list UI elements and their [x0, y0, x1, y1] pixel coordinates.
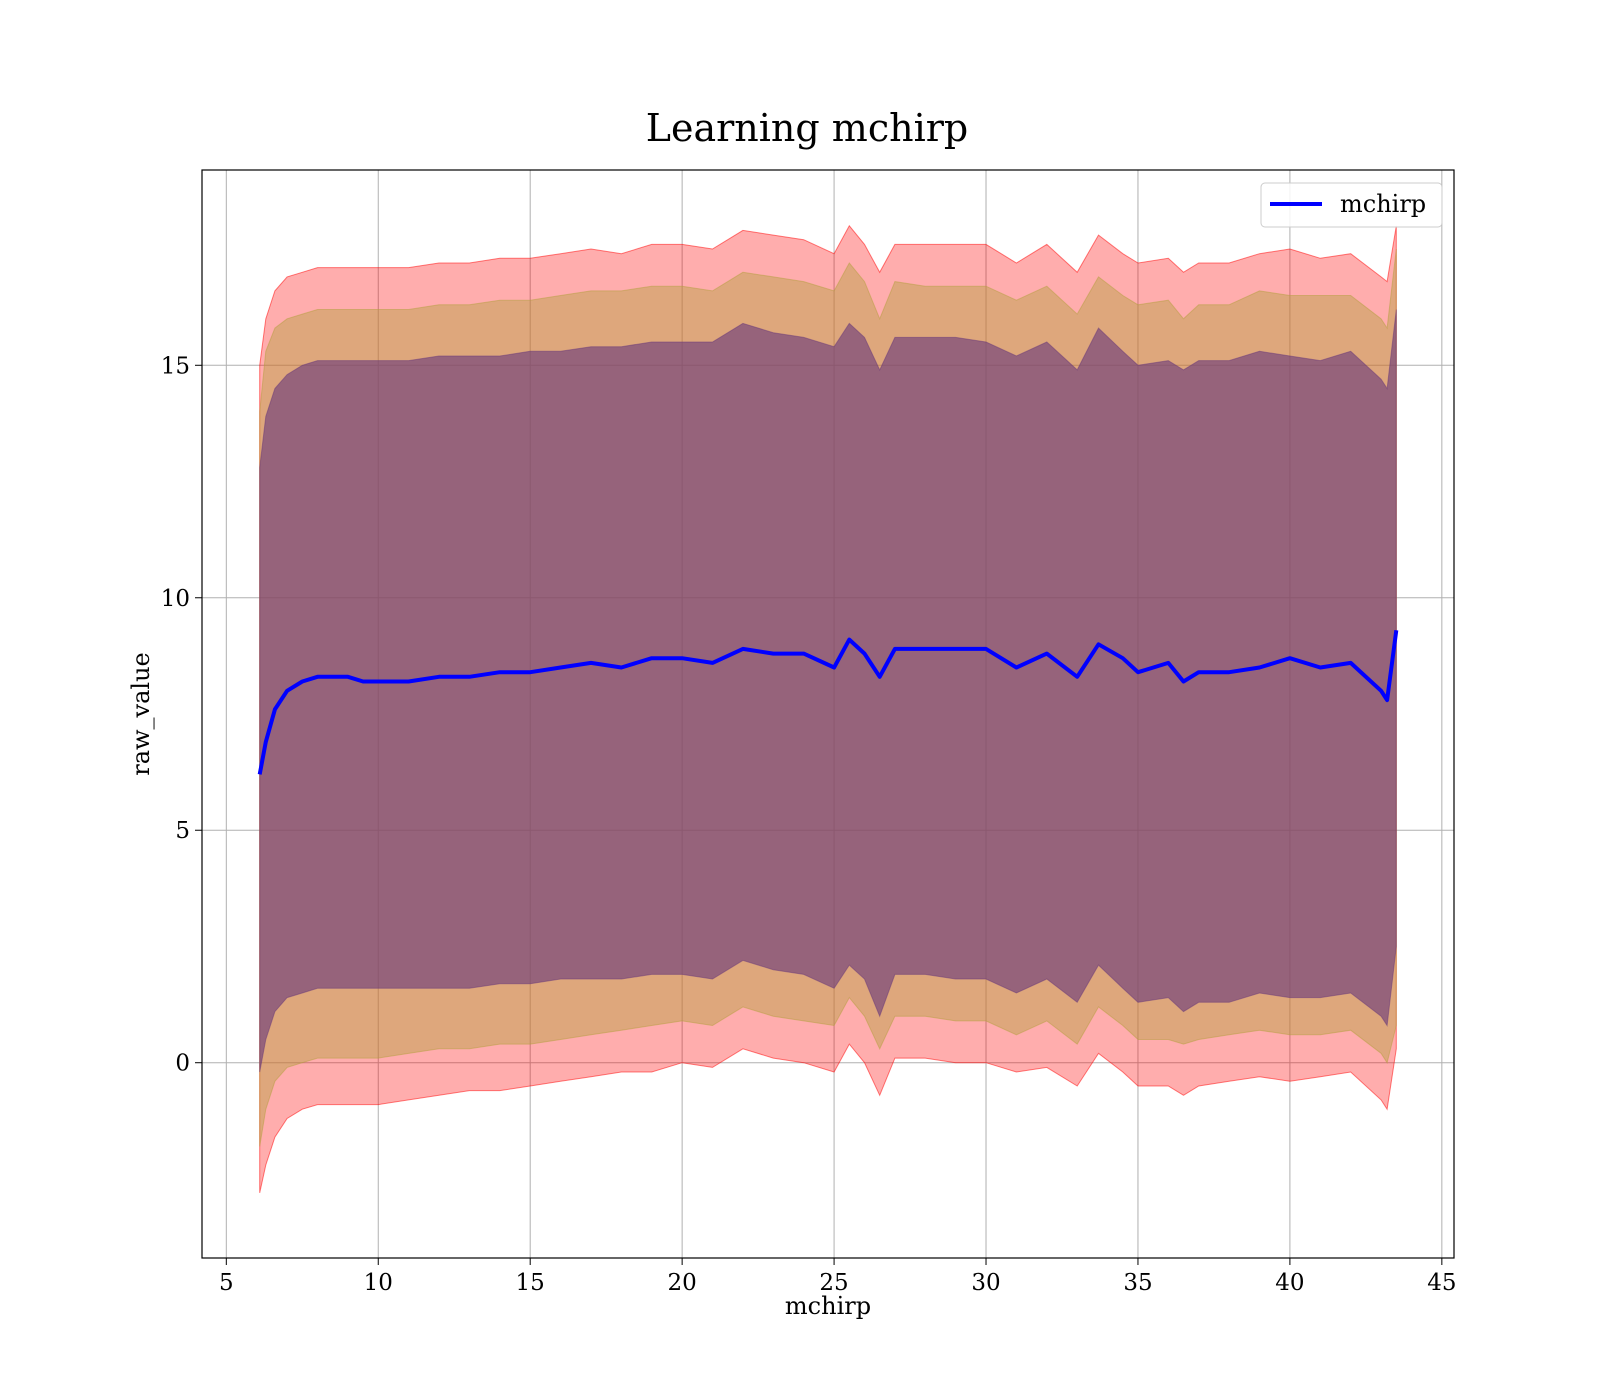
- band-inner-band: [259, 309, 1397, 1073]
- x-tick-label-1: 10: [364, 1270, 393, 1296]
- x-tick-label-8: 45: [1427, 1270, 1456, 1296]
- y-axis-label: raw_value: [127, 652, 155, 776]
- y-tick-label-2: 10: [161, 586, 190, 612]
- x-tick-label-2: 15: [516, 1270, 545, 1296]
- x-tick-label-5: 30: [971, 1270, 1000, 1296]
- x-tick-label-3: 20: [667, 1270, 696, 1296]
- x-tick-label-7: 40: [1275, 1270, 1304, 1296]
- uncertainty-bands: [259, 224, 1397, 1194]
- series-line-mchirp: [257, 630, 1399, 775]
- x-tick-label-0: 5: [219, 1270, 234, 1296]
- legend-label-mchirp: mchirp: [1340, 190, 1426, 218]
- y-tick-label-1: 5: [175, 818, 190, 844]
- mean-line-layer: [257, 630, 1399, 775]
- legend-box: [1260, 182, 1443, 228]
- legend: mchirp: [1260, 182, 1443, 228]
- y-tick-label-0: 0: [175, 1051, 190, 1077]
- chart-title: Learning mchirp: [646, 106, 968, 150]
- x-tick-label-4: 25: [819, 1270, 848, 1296]
- plot-frame: [201, 169, 1455, 1259]
- x-axis-ticks: 5 10 15 20 25 30 35 40 45: [219, 1258, 1456, 1296]
- x-axis-label: mchirp: [785, 1292, 871, 1320]
- y-tick-label-3: 15: [161, 353, 190, 379]
- y-axis-ticks: 0 5 10 15: [161, 353, 202, 1077]
- x-tick-label-6: 35: [1123, 1270, 1152, 1296]
